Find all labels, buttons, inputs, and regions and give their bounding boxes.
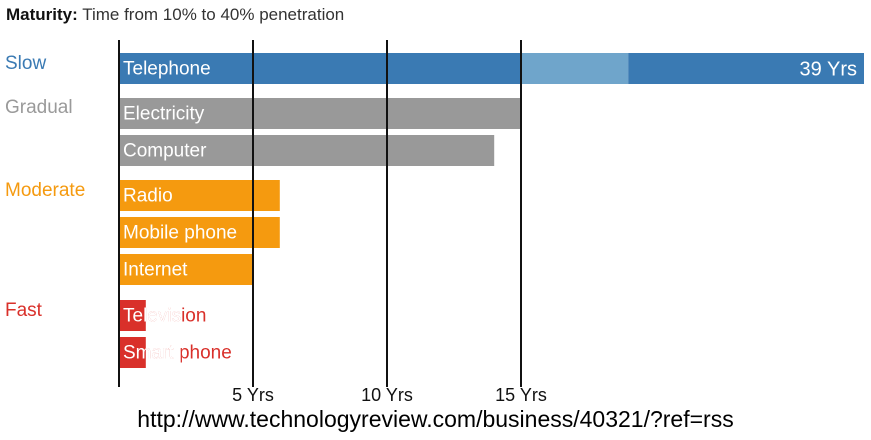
group-label-fast: Fast bbox=[5, 300, 43, 321]
chart-title-rest: Time from 10% to 40% penetration bbox=[82, 5, 345, 24]
x-tick-label-15-yrs: 15 Yrs bbox=[495, 385, 547, 405]
bar-label-television: Television bbox=[123, 306, 206, 327]
group-label-slow: Slow bbox=[5, 53, 46, 74]
bar-television bbox=[119, 300, 146, 331]
bar-computer bbox=[119, 135, 495, 166]
x-tick-label-5-yrs: 5 Yrs bbox=[232, 385, 274, 405]
bar-chart: Telephone Electricity Computer Radio Mobile … bbox=[5, 40, 864, 405]
chart-title-bold: Maturity: bbox=[6, 5, 78, 24]
bar-electricity bbox=[119, 98, 521, 129]
bar-label-internet: Internet bbox=[123, 260, 188, 281]
bar-smart-phone bbox=[119, 337, 146, 368]
chart-title: Maturity: Time from 10% to 40% penetrati… bbox=[6, 5, 344, 25]
bar-label-radio: Radio bbox=[123, 186, 173, 207]
bar-telephone-continued bbox=[628, 53, 864, 84]
bar-internet bbox=[119, 254, 253, 285]
bar-label-smart-phone-outside: Smart phone bbox=[123, 343, 232, 364]
bar-telephone bbox=[119, 53, 521, 84]
bar-label-smart-phone: Smart phone bbox=[123, 343, 232, 364]
data-label-telephone: 39 Yrs bbox=[800, 59, 857, 81]
bar-label-electricity: Electricity bbox=[123, 104, 205, 125]
bar-label-telephone: Telephone bbox=[123, 59, 211, 80]
bar-label-television-outside: Television bbox=[123, 306, 206, 327]
source-url: http://www.technologyreview.com/business… bbox=[137, 406, 734, 432]
bar-label-computer: Computer bbox=[123, 141, 207, 162]
bar-telephone-break bbox=[521, 53, 629, 84]
x-tick-label-10-yrs: 10 Yrs bbox=[361, 385, 413, 405]
group-label-moderate: Moderate bbox=[5, 180, 85, 201]
bar-label-mobile-phone: Mobile phone bbox=[123, 223, 237, 244]
group-label-gradual: Gradual bbox=[5, 97, 73, 118]
